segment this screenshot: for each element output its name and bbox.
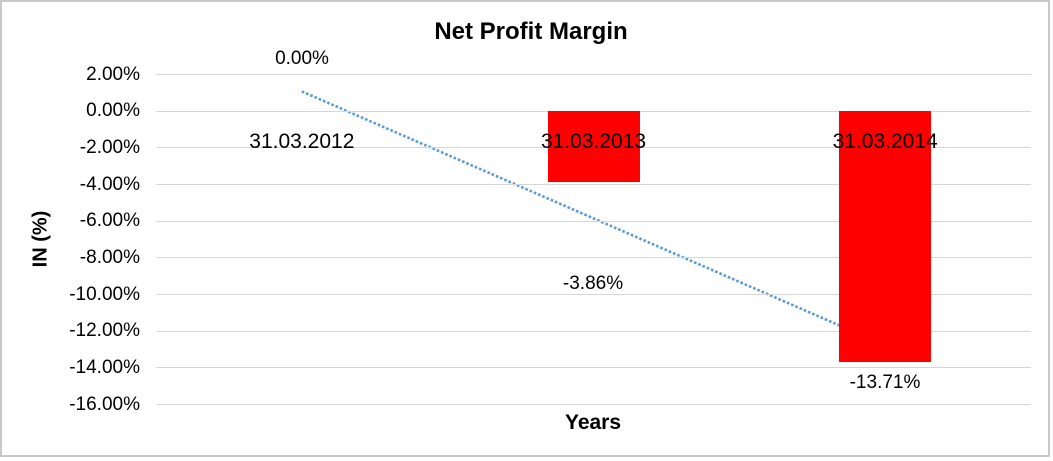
y-tick-label: 2.00% xyxy=(86,63,140,85)
y-tick-label: -12.00% xyxy=(69,320,140,342)
gridline xyxy=(156,184,1031,185)
gridline xyxy=(156,221,1031,222)
category-label: 31.03.2012 xyxy=(249,130,355,153)
bar-31.03.2013 xyxy=(548,111,640,182)
chart-title: Net Profit Margin xyxy=(434,18,628,45)
bar-31.03.2014 xyxy=(839,111,931,362)
category-label: 31.03.2013 xyxy=(540,130,647,153)
y-tick-label: -6.00% xyxy=(79,210,140,232)
y-tick-label: -10.00% xyxy=(69,283,140,305)
gridline xyxy=(156,74,1031,75)
x-axis-title: Years xyxy=(564,411,622,434)
data-label: -13.71% xyxy=(849,372,921,393)
y-tick-label: -14.00% xyxy=(69,356,140,378)
y-tick-label: 0.00% xyxy=(86,100,140,122)
gridline xyxy=(156,367,1031,368)
gridline xyxy=(156,331,1031,332)
y-tick-label: -8.00% xyxy=(79,246,140,268)
y-tick-label: -4.00% xyxy=(79,173,140,195)
gridline xyxy=(156,294,1031,295)
y-tick-label: -16.00% xyxy=(69,393,140,415)
gridline xyxy=(156,404,1031,405)
y-tick-label: -2.00% xyxy=(79,136,140,158)
data-label: 0.00% xyxy=(275,48,329,69)
gridline xyxy=(156,257,1031,258)
data-label: -3.86% xyxy=(562,273,624,294)
category-label: 31.03.2014 xyxy=(832,130,938,153)
